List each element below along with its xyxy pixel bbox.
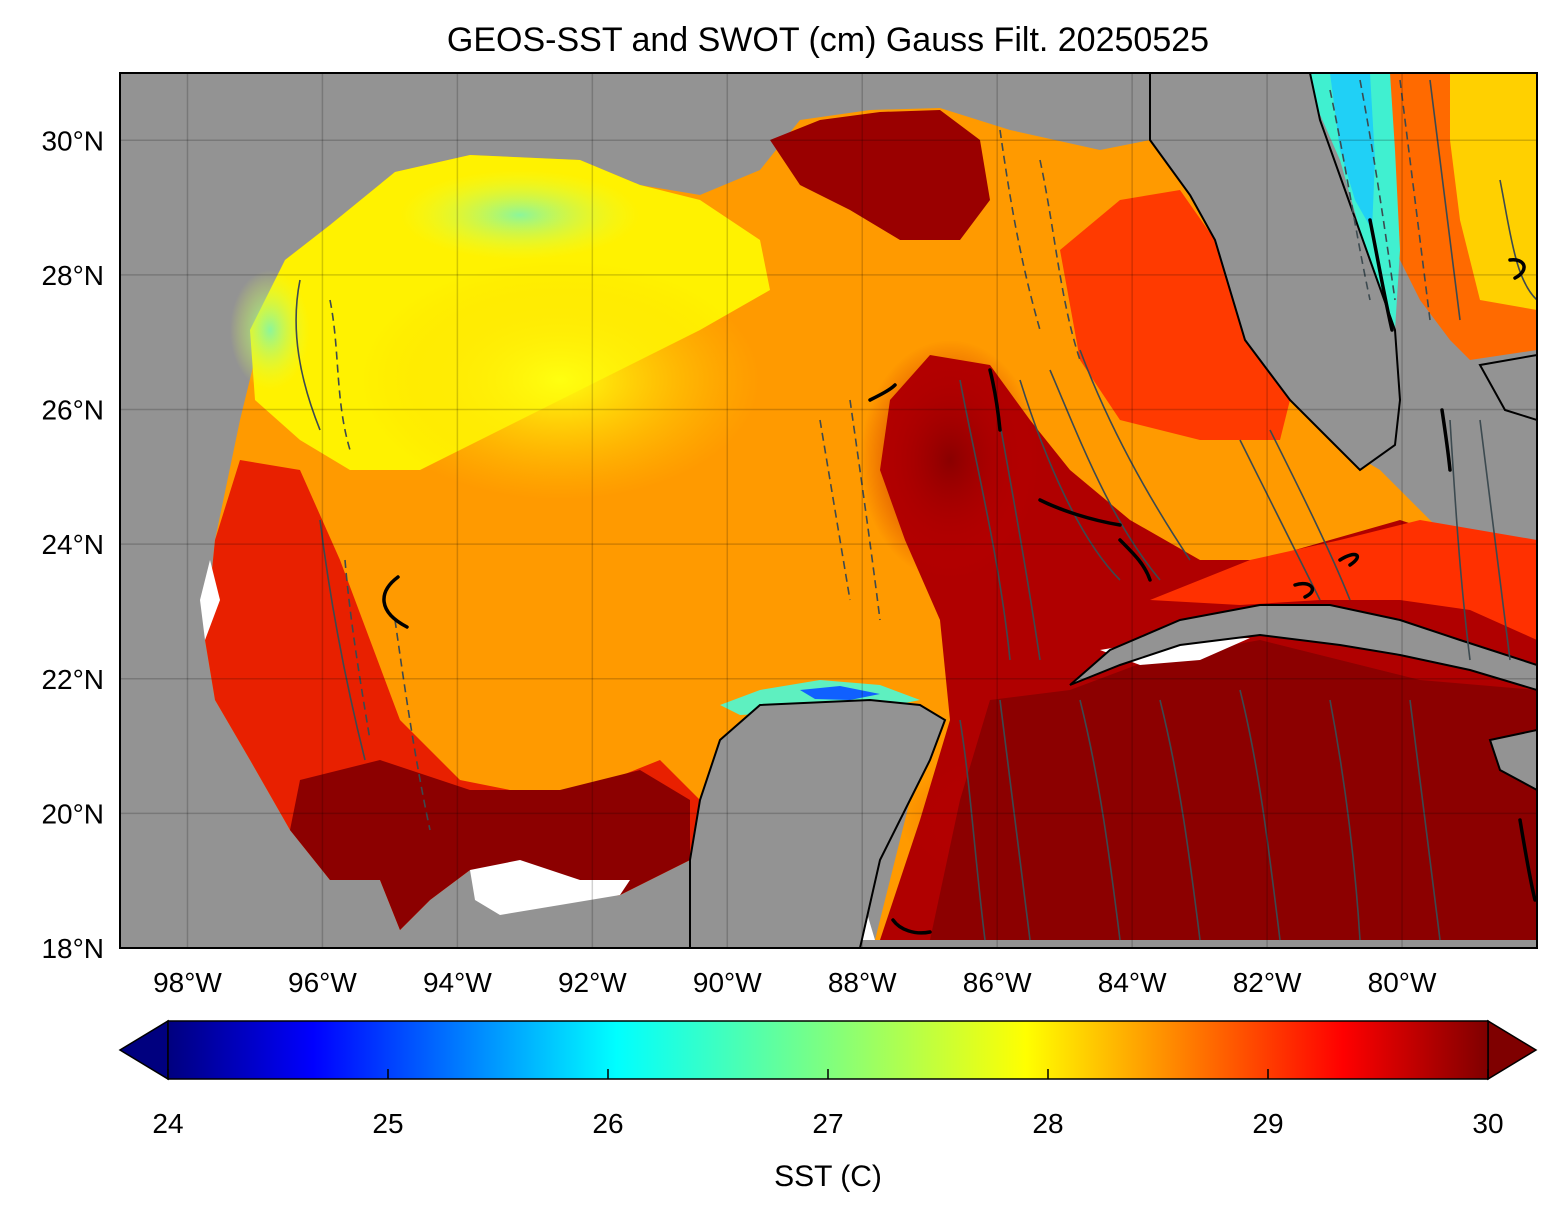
map-frame xyxy=(119,72,1538,949)
straits-warm xyxy=(1150,520,1537,640)
cuba-land xyxy=(1069,604,1537,692)
colorbar-tick-label: 30 xyxy=(1472,1108,1503,1139)
lon-tick-label: 80°W xyxy=(1368,967,1437,998)
colorbar-tick-label: 29 xyxy=(1252,1108,1283,1139)
chart-title: GEOS-SST and SWOT (cm) Gauss Filt. 20250… xyxy=(447,21,1209,59)
atlantic-cyan-core xyxy=(1330,73,1375,230)
lon-tick-label: 96°W xyxy=(288,967,357,998)
colorbar-tick-label: 26 xyxy=(592,1108,623,1139)
lon-tick-label: 92°W xyxy=(558,967,627,998)
wfs-warm xyxy=(1060,190,1290,440)
lat-tick-label: 30°N xyxy=(41,125,104,156)
graticule xyxy=(120,73,1537,948)
yucatan-upwelling-core xyxy=(800,686,880,700)
yucatan-land xyxy=(689,698,947,948)
lat-tick-label: 24°N xyxy=(41,529,104,560)
colorbar-tick-label: 27 xyxy=(812,1108,843,1139)
colorbar-over-triangle xyxy=(1487,1019,1538,1081)
atlantic-east-yellow xyxy=(1450,73,1537,310)
lat-axis: 30°N 28°N 26°N 24°N 22°N 20°N 18°N xyxy=(41,125,104,964)
ssh-contours xyxy=(295,79,1537,941)
colorbar-tick-label: 28 xyxy=(1032,1108,1063,1139)
land-masses xyxy=(689,73,1537,948)
colorbar: 24 25 26 27 28 29 30 SST (C) xyxy=(118,1019,1538,1193)
colorbar-tick-label: 25 xyxy=(372,1108,403,1139)
florida-land xyxy=(1149,73,1402,472)
lon-tick-label: 98°W xyxy=(153,967,222,998)
lon-tick-label: 86°W xyxy=(963,967,1032,998)
colorbar-label: SST (C) xyxy=(774,1160,882,1193)
lon-tick-label: 82°W xyxy=(1233,967,1302,998)
bahamas-land xyxy=(1478,353,1537,422)
bahamas-south-land xyxy=(1488,728,1537,792)
northern-warm-shelf xyxy=(770,110,990,240)
colorbar-ticks: 24 25 26 27 28 29 30 xyxy=(152,1069,1504,1139)
zero-contours xyxy=(382,218,1537,935)
lat-tick-label: 22°N xyxy=(41,664,104,695)
colorbar-tick-label: 24 xyxy=(152,1108,183,1139)
colorbar-under-triangle xyxy=(118,1019,169,1081)
lat-tick-label: 18°N xyxy=(41,933,104,964)
lon-tick-label: 88°W xyxy=(828,967,897,998)
sst-field xyxy=(205,73,1537,940)
lat-tick-label: 28°N xyxy=(41,260,104,291)
lat-tick-label: 26°N xyxy=(41,395,104,426)
caribbean-warm xyxy=(930,640,1537,940)
lat-tick-label: 20°N xyxy=(41,798,104,829)
lon-tick-label: 90°W xyxy=(693,967,762,998)
lon-tick-label: 84°W xyxy=(1098,967,1167,998)
lon-tick-label: 94°W xyxy=(423,967,492,998)
lon-axis: 98°W 96°W 94°W 92°W 90°W 88°W 86°W 84°W 82°W 80°W xyxy=(153,967,1437,998)
map-panel xyxy=(120,73,1537,948)
